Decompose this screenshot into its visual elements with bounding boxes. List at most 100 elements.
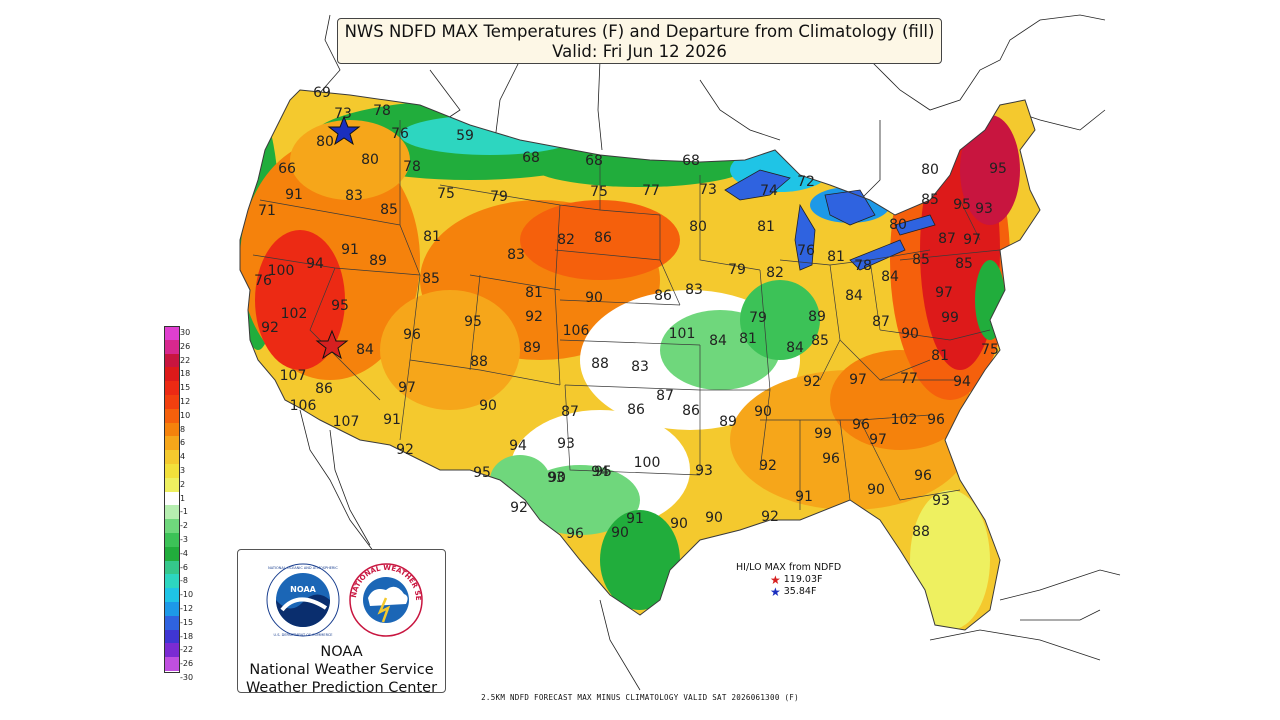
temperature-label: 69 — [313, 85, 331, 101]
temperature-label: 89 — [523, 340, 541, 356]
temperature-label: 101 — [669, 326, 696, 342]
legend-tick-label: -12 — [180, 603, 194, 613]
temperature-label: 97 — [935, 285, 953, 301]
temperature-label: 91 — [285, 187, 303, 203]
temperature-label: 82 — [557, 232, 575, 248]
temperature-label: 96 — [822, 451, 840, 467]
legend-tick-label: -26 — [180, 659, 194, 669]
map-title: NWS NDFD MAX Temperatures (F) and Depart… — [344, 22, 935, 41]
temperature-label: 72 — [797, 174, 815, 190]
temperature-label: 78 — [373, 103, 391, 119]
temperature-label: 59 — [456, 128, 474, 144]
temperature-label: 91 — [795, 489, 813, 505]
legend-tick-label: -6 — [180, 562, 188, 572]
temperature-label: 107 — [280, 368, 307, 384]
logo-noaa: NOAA — [320, 644, 363, 660]
temperature-label: 85 — [921, 192, 939, 208]
temperature-label: 80 — [689, 219, 707, 235]
temperature-label: 71 — [258, 203, 276, 219]
legend-tick-label: -3 — [180, 534, 188, 544]
temperature-label: 85 — [955, 256, 973, 272]
temperature-label: 88 — [591, 356, 609, 372]
temperature-label: 94 — [591, 464, 609, 480]
logo-wpc: Weather Prediction Center — [245, 680, 438, 696]
temperature-label: 76 — [797, 243, 815, 259]
temperature-label: 87 — [938, 231, 956, 247]
temperature-label: 77 — [642, 183, 660, 199]
map-title-box: NWS NDFD MAX Temperatures (F) and Depart… — [337, 18, 942, 64]
temperature-label: 92 — [759, 458, 777, 474]
temperature-label: 81 — [757, 219, 775, 235]
logo-nws: National Weather Service — [249, 662, 434, 678]
temperature-label: 90 — [901, 326, 919, 342]
temperature-label: 84 — [845, 288, 863, 304]
temperature-label: 96 — [566, 526, 584, 542]
state-borders — [239, 89, 1041, 631]
temperature-label: 84 — [356, 342, 374, 358]
hi-star-icon: ★ — [770, 573, 781, 587]
temperature-label: 68 — [522, 150, 540, 166]
temperature-label: 97 — [849, 372, 867, 388]
temperature-label: 95 — [331, 298, 349, 314]
lo-row: ★ 35.84F — [770, 586, 841, 598]
temperature-label: 97 — [398, 380, 416, 396]
temperature-label: 81 — [525, 285, 543, 301]
temperature-label: 86 — [682, 403, 700, 419]
logo-caption: NOAA National Weather Service Weather Pr… — [238, 643, 445, 697]
temperature-label: 80 — [316, 134, 334, 150]
temperature-label: 91 — [341, 242, 359, 258]
temperature-label: 80 — [889, 217, 907, 233]
svg-text:NATIONAL OCEANIC AND ATMOSPHER: NATIONAL OCEANIC AND ATMOSPHERIC — [268, 566, 338, 570]
temperature-label: 91 — [383, 412, 401, 428]
map-footer: 2.5KM NDFD FORECAST MAX MINUS CLIMATOLOG… — [481, 693, 799, 702]
legend-frame — [164, 326, 180, 673]
temperature-label: 97 — [869, 432, 887, 448]
temperature-label: 75 — [981, 342, 999, 358]
hilo-title: HI/LO MAX from NDFD — [736, 562, 842, 573]
temperature-label: 83 — [507, 247, 525, 263]
temperature-label: 84 — [881, 269, 899, 285]
temperature-label: 82 — [766, 265, 784, 281]
hi-star-marker — [315, 329, 349, 360]
temperature-label: 88 — [912, 524, 930, 540]
legend-tick-label: 2 — [180, 479, 186, 489]
temperature-label: 89 — [719, 414, 737, 430]
temperature-label: 86 — [627, 402, 645, 418]
temperature-label: 89 — [369, 253, 387, 269]
temperature-label: 73 — [334, 106, 352, 122]
temperature-label: 74 — [760, 183, 778, 199]
temperature-label: 85 — [912, 252, 930, 268]
agency-logos: NOAA NATIONAL OCEANIC AND ATMOSPHERIC U.… — [235, 544, 423, 637]
temperature-label: 77 — [900, 371, 918, 387]
temperature-label: 80 — [361, 152, 379, 168]
temperature-label: 84 — [786, 340, 804, 356]
temperature-label: 87 — [561, 404, 579, 420]
temperature-label: 66 — [278, 161, 296, 177]
temperature-label: 95 — [464, 314, 482, 330]
temperature-label: 68 — [682, 153, 700, 169]
temperature-label: 92 — [396, 442, 414, 458]
legend-tick-label: -18 — [180, 631, 194, 641]
temperature-label: 85 — [811, 333, 829, 349]
legend-tick-label: 6 — [180, 438, 186, 448]
temperature-label: 84 — [709, 333, 727, 349]
temperature-label: 99 — [941, 310, 959, 326]
temperature-label: 73 — [699, 182, 717, 198]
temperature-label: 100 — [268, 263, 295, 279]
temperature-label: 95 — [594, 464, 612, 480]
legend-tick-label: -22 — [180, 645, 194, 655]
lo-star-icon: ★ — [770, 585, 781, 599]
temperature-label: 85 — [380, 202, 398, 218]
temperature-label: 97 — [963, 232, 981, 248]
temperature-label: 93 — [557, 436, 575, 452]
neighbor-outlines — [299, 14, 1121, 691]
legend-tick-label: 18 — [180, 369, 191, 379]
temperature-label: 96 — [852, 417, 870, 433]
legend-tick-label: -2 — [180, 521, 188, 531]
temperature-label: 87 — [872, 314, 890, 330]
temperature-label: 89 — [808, 309, 826, 325]
temperature-label: 92 — [510, 500, 528, 516]
temperature-label: 102 — [891, 412, 918, 428]
legend-tick-label: 30 — [180, 327, 191, 337]
